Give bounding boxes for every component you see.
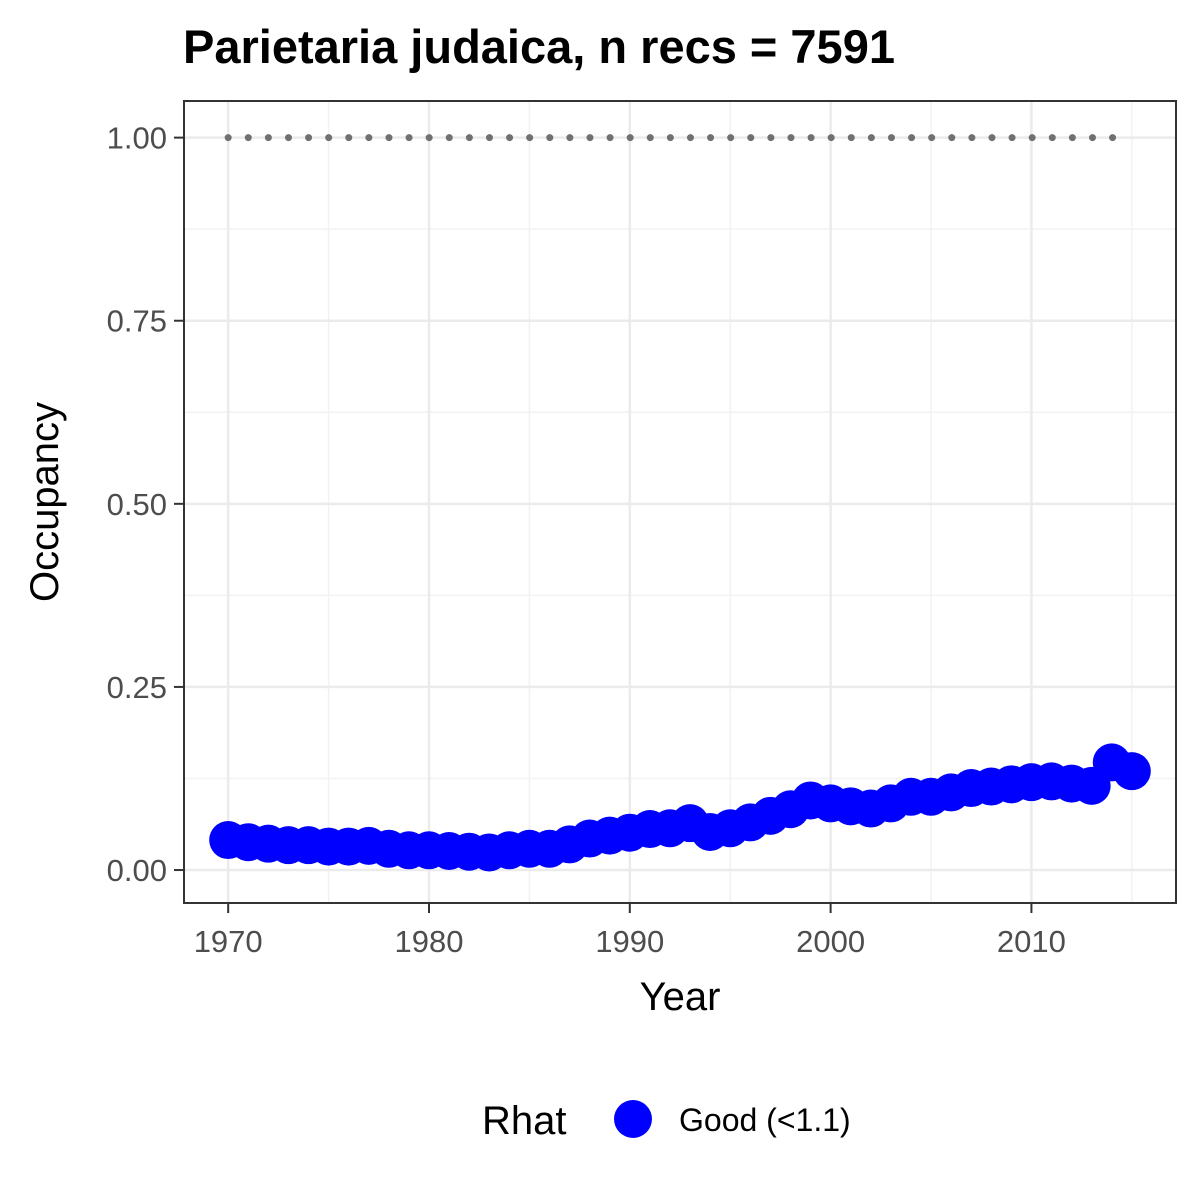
legend: Rhat Good (<1.1) [482,1099,851,1143]
chart-title: Parietaria judaica, n recs = 7591 [183,20,895,73]
y-tick-label: 0.75 [107,304,167,339]
y-tick-label: 0.00 [107,853,167,888]
x-tick-label: 2000 [796,924,865,959]
x-tick-label: 1990 [595,924,664,959]
x-tick-label: 2010 [997,924,1066,959]
x-axis-label: Year [640,975,721,1019]
y-tick-label: 0.25 [107,670,167,705]
legend-title: Rhat [482,1099,567,1143]
occupancy-series [209,743,1151,872]
x-tick-label: 1980 [395,924,464,959]
x-tick-label: 1970 [194,924,263,959]
y-axis: 0.00 0.25 0.50 0.75 1.00 [107,121,184,888]
plot-panel-border [183,100,1177,904]
y-axis-label: Occupancy [23,402,67,602]
x-axis: 1970 1980 1990 2000 2010 [194,903,1066,959]
legend-key-good [614,1100,652,1138]
occupancy-point [1112,752,1151,791]
y-tick-label: 0.50 [107,487,167,522]
y-tick-label: 1.00 [107,121,167,156]
legend-label-good: Good (<1.1) [679,1102,851,1138]
minor-gridlines [184,101,1176,903]
